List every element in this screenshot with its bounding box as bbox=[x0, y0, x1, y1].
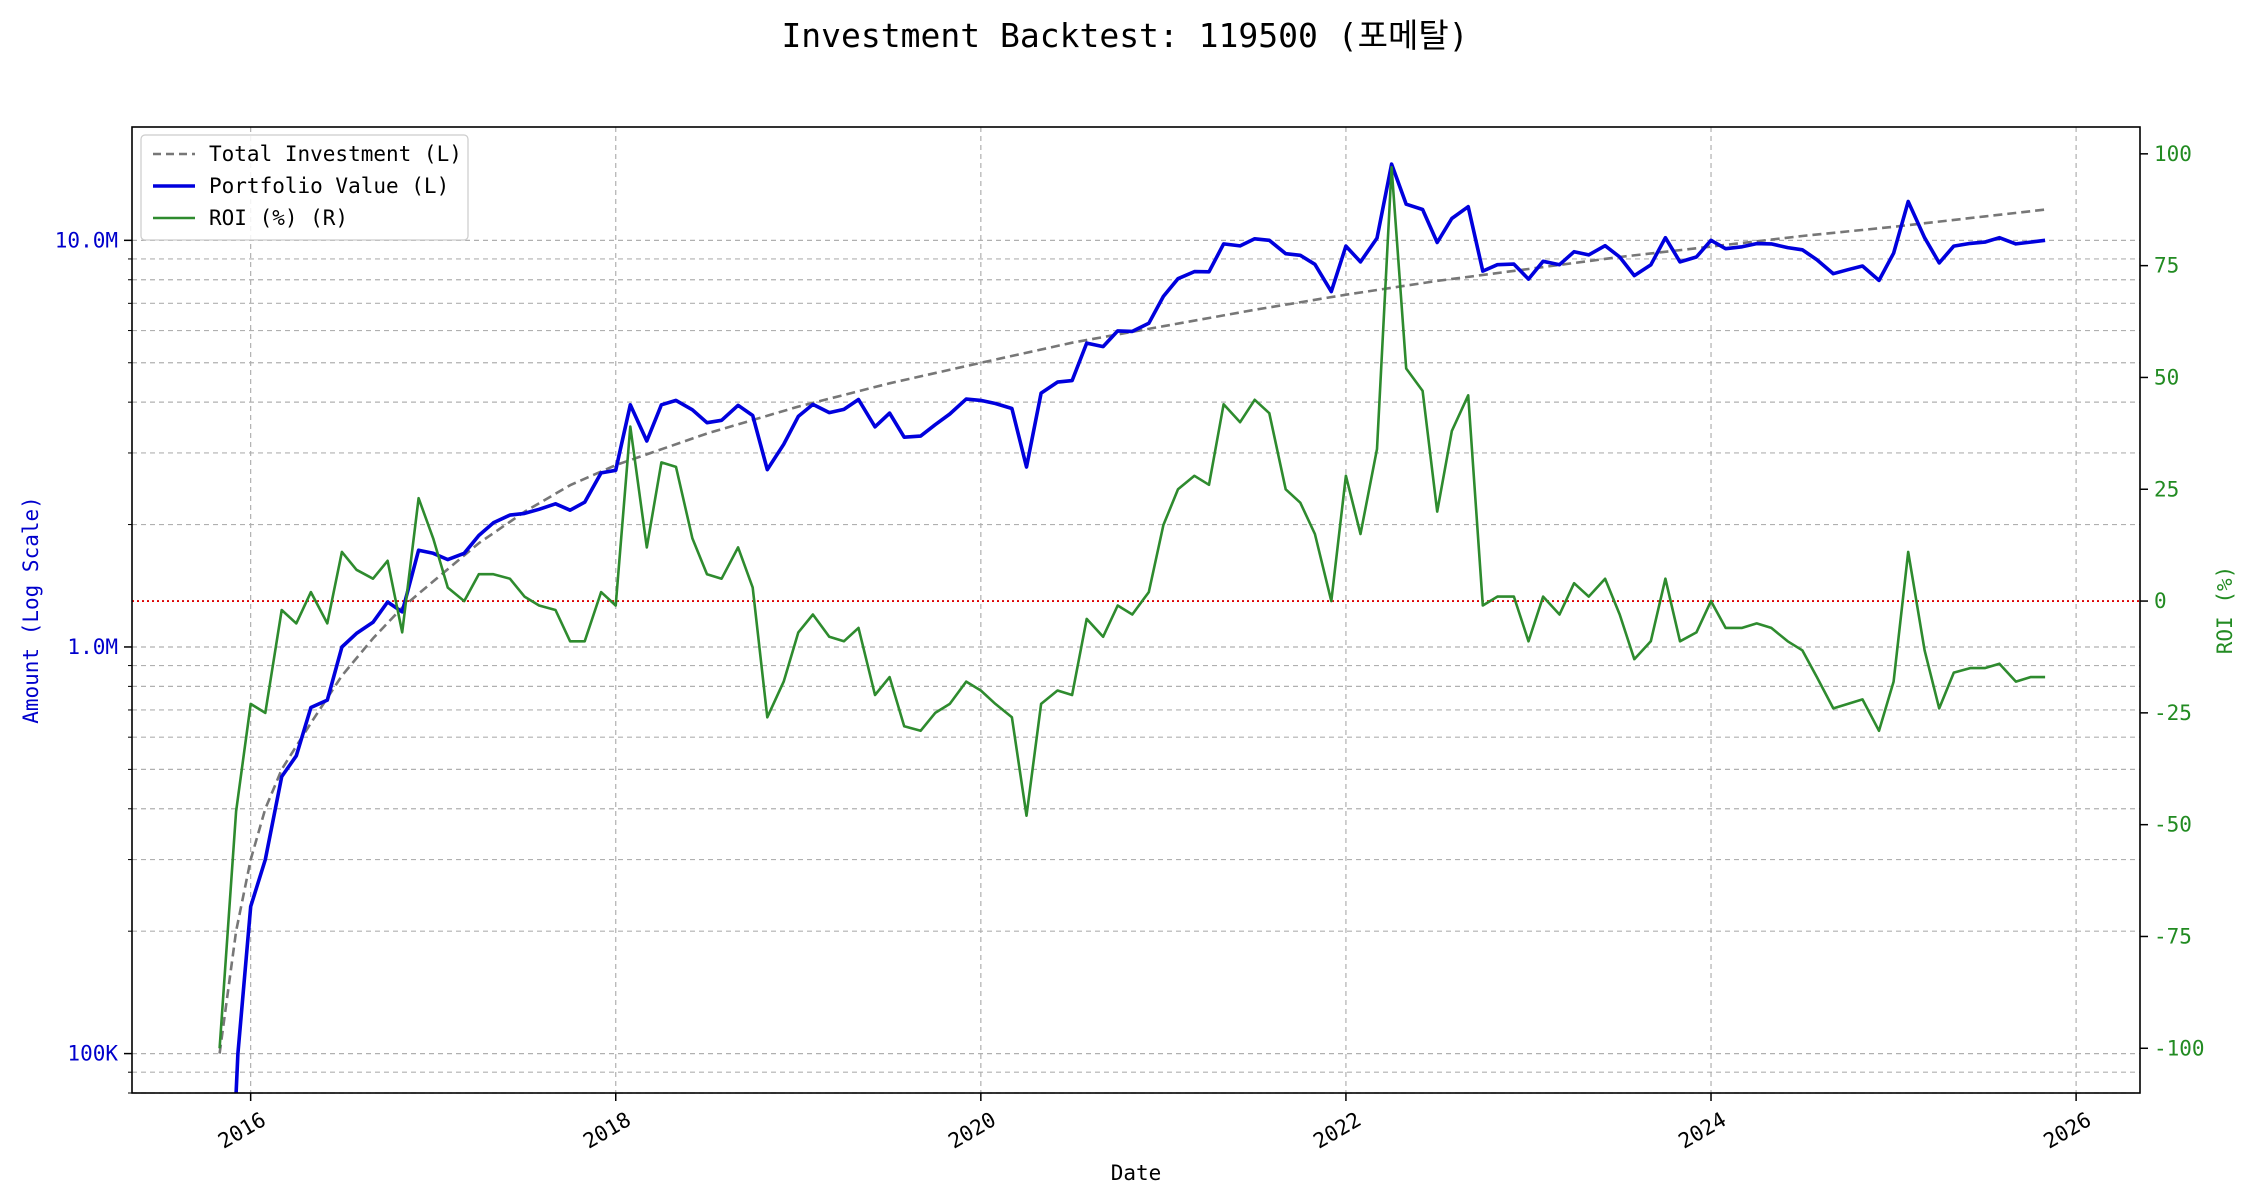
y-left-axis-ticks: 100K 1.0M 10.0M bbox=[55, 228, 132, 1094]
y-left-tick-label: 1.0M bbox=[67, 635, 118, 659]
y-left-tick-label: 100K bbox=[67, 1042, 118, 1066]
y-right-tick-label: 50 bbox=[2154, 365, 2179, 389]
y-right-tick-label: -100 bbox=[2154, 1036, 2205, 1060]
y-left-axis-label: Amount (Log Scale) bbox=[19, 496, 43, 724]
y-right-tick-label: 100 bbox=[2154, 142, 2192, 166]
portfolio-value-line bbox=[234, 162, 2046, 1094]
y-right-axis-label: ROI (%) bbox=[2213, 566, 2237, 655]
grid-lines bbox=[132, 127, 2140, 1094]
y-right-tick-label: -50 bbox=[2154, 813, 2192, 837]
y-right-axis-ticks: -100 -75 -50 -25 0 25 50 75 100 bbox=[2140, 142, 2205, 1060]
legend-label-portfolio-value: Portfolio Value (L) bbox=[209, 174, 449, 198]
legend: Total Investment (L) Portfolio Value (L)… bbox=[140, 134, 469, 241]
legend-box bbox=[140, 134, 469, 241]
y-right-tick-label: 25 bbox=[2154, 477, 2179, 501]
legend-label-total-investment: Total Investment (L) bbox=[209, 142, 462, 166]
plot-frame bbox=[131, 126, 2141, 1094]
y-right-tick-label: 0 bbox=[2154, 589, 2167, 613]
roi-line bbox=[218, 166, 2046, 1049]
x-tick-label: 2024 bbox=[1674, 1107, 1730, 1153]
x-tick-label: 2016 bbox=[214, 1107, 270, 1153]
y-right-tick-label: -25 bbox=[2154, 701, 2192, 725]
x-tick-label: 2022 bbox=[1309, 1107, 1365, 1153]
x-tick-label: 2026 bbox=[2039, 1107, 2095, 1153]
series-lines bbox=[218, 162, 2046, 1094]
y-left-tick-label: 10.0M bbox=[55, 228, 118, 252]
total-investment-line bbox=[218, 208, 2046, 1054]
chart-title: Investment Backtest: 119500 (포메탈) bbox=[781, 16, 1468, 55]
legend-label-roi: ROI (%) (R) bbox=[209, 206, 348, 230]
x-axis-ticks: 2016 2018 2020 2022 2024 2026 bbox=[214, 1093, 2095, 1153]
x-axis-label: Date bbox=[1111, 1161, 1162, 1185]
x-tick-label: 2020 bbox=[944, 1107, 1000, 1153]
y-right-tick-label: -75 bbox=[2154, 924, 2192, 948]
x-tick-label: 2018 bbox=[579, 1107, 635, 1153]
y-right-tick-label: 75 bbox=[2154, 254, 2179, 278]
